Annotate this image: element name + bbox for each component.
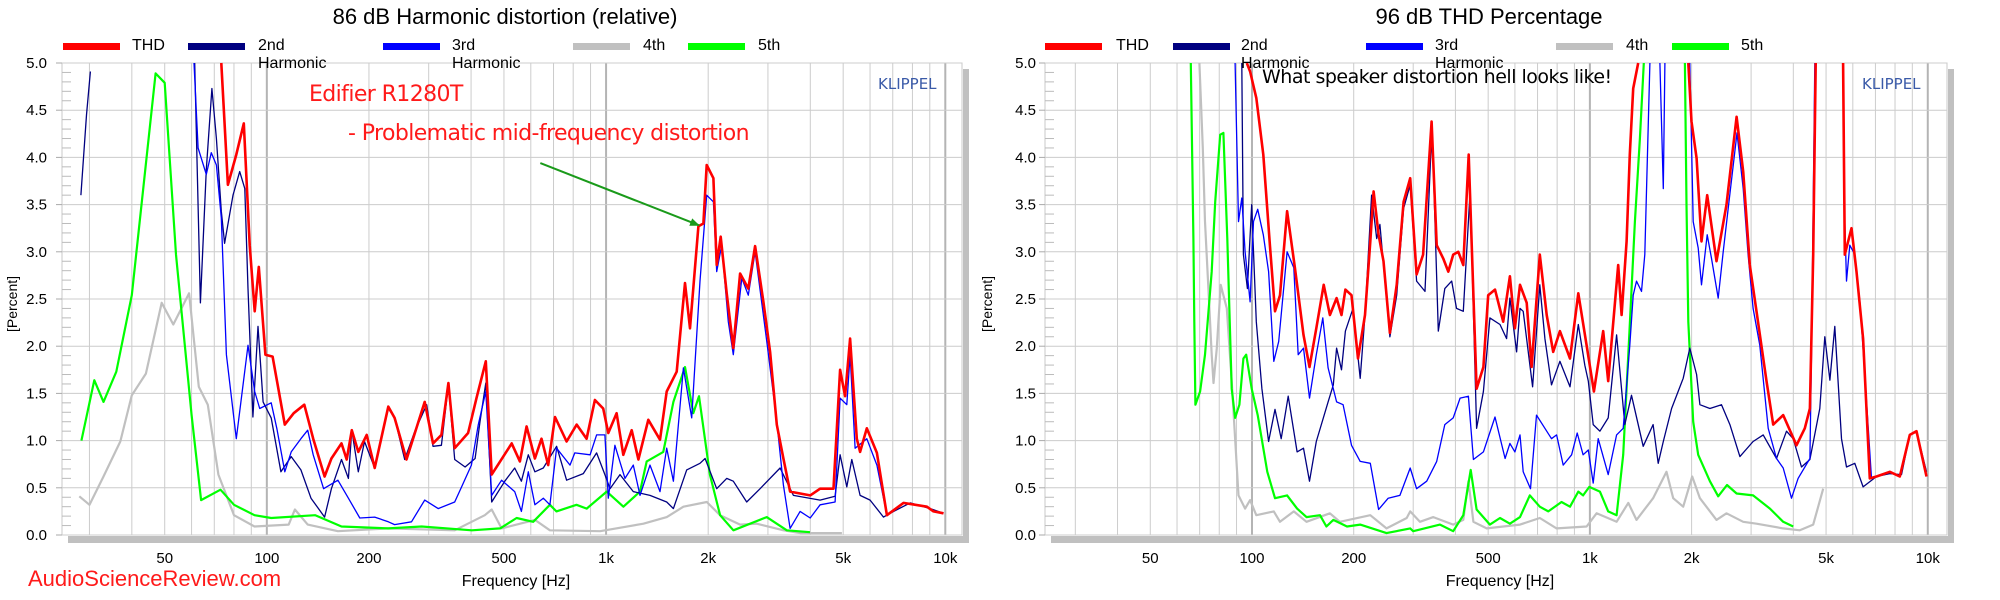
legend-label-4th: 4th [1626,37,1649,54]
y-tick-label: 3.0 [26,244,47,261]
x-tick-label: 50 [1142,550,1159,567]
x-tick-label: 5k [835,550,851,567]
legend-label-5th: 5th [758,37,781,54]
chart-title-left: 86 dB Harmonic distortion (relative) [332,4,678,29]
y-tick-label: 1.5 [1015,385,1036,402]
legend-swatch-4th [1556,43,1613,50]
series-line-5th [80,72,811,534]
legend-label-2nd: 2nd Harmonic [258,37,327,72]
x-tick-label: 100 [1239,550,1264,567]
y-axis-label-right: [Percent] [979,275,995,332]
legend-swatch-3rd [1366,43,1423,50]
x-tick-label: 100 [254,550,279,567]
plot-frame-shadow-bottom [1051,536,1953,543]
watermark: AudioScienceReview.com [28,566,282,591]
y-tick-label: 1.0 [1015,433,1036,450]
y-tick-label: 4.5 [26,102,47,119]
annotation-model: Edifier R1280T [309,82,463,107]
series-line-thd [1245,62,1928,480]
x-tick-label: 2k [700,550,716,567]
legend-swatch-3rd [383,43,440,50]
series-line-3rd-harmonic [1234,62,1928,511]
chart-1: 0.0 0.5 1.0 1.5 2.0 2.5 3.0 3.5 4.0 4.5 5.0 50 100 20… [1015,55,1954,567]
y-tick-label: 3.0 [1015,244,1036,261]
y-tick-label: 5.0 [1015,55,1036,72]
x-tick-label: 50 [156,550,173,567]
y-tick-label: 2.5 [26,291,47,308]
x-tick-label: 10k [933,550,958,567]
y-tick-label: 5.0 [26,55,47,72]
legend-label-3rd: 3rd Harmonic [452,37,521,72]
y-tick-label: 2.5 [1015,291,1036,308]
x-axis-label-right: Frequency [Hz] [1445,573,1555,590]
x-tick-label: 200 [356,550,381,567]
y-axis-label-left: [Percent] [4,275,20,332]
series-line-4th [78,292,842,535]
plot-frame-shadow-bottom [68,536,968,543]
chart-0: 0.0 0.5 1.0 1.5 2.0 2.5 3.0 3.5 4.0 4.5 5.0 50 100 20… [26,55,969,567]
legend-label-3rd: 3rd Harmonic [1435,37,1504,72]
y-tick-label: 0.5 [1015,480,1036,497]
plot-frame-shadow-right [963,69,969,543]
x-tick-label: 500 [491,550,516,567]
legend-swatch-2nd [1173,43,1230,50]
x-tick-label: 5k [1818,550,1834,567]
y-tick-label: 3.5 [26,197,47,214]
legend-label-thd: THD [1116,37,1149,54]
annotation-problem: - Problematic mid-frequency distortion [348,121,750,146]
klippel-logo-right: KLIPPEL [1862,75,1921,93]
legend-swatch-5th [1672,43,1729,50]
klippel-logo-left: KLIPPEL [878,75,937,93]
annotation-hell: What speaker distortion hell looks like! [1262,66,1612,88]
plot-frame-shadow-right [1948,69,1954,543]
y-tick-label: 0.5 [26,480,47,497]
y-tick-label: 0.0 [26,527,47,544]
annotation-arrow [539,162,700,227]
x-tick-label: 1k [1582,550,1598,567]
legend-label-thd: THD [132,37,165,54]
x-tick-label: 1k [598,550,614,567]
y-tick-label: 0.0 [1015,527,1036,544]
y-tick-label: 1.0 [26,433,47,450]
legend-swatch-4th [573,43,630,50]
legend-label-5th: 5th [1741,37,1764,54]
y-tick-label: 1.5 [26,385,47,402]
legend-swatch-thd [63,43,120,50]
y-tick-label: 3.5 [1015,197,1036,214]
x-tick-label: 200 [1341,550,1366,567]
legend-label-4th: 4th [643,37,666,54]
series-line-thd [220,62,944,517]
chart-title-right: 96 dB THD Percentage [1375,4,1603,29]
x-tick-label: 500 [1476,550,1501,567]
x-axis-label-left: Frequency [Hz] [461,573,571,590]
series-line-3rd-harmonic [193,62,944,530]
y-tick-label: 4.0 [26,149,47,166]
x-tick-label: 2k [1684,550,1700,567]
series-group [1189,62,1928,535]
series-group [78,62,944,535]
x-tick-label: 10k [1916,550,1941,567]
legend-swatch-thd [1045,43,1102,50]
series-line-5th [1189,62,1794,535]
y-tick-label: 2.0 [26,338,47,355]
y-tick-label: 2.0 [1015,338,1036,355]
legend-label-2nd: 2nd Harmonic [1241,37,1310,72]
y-tick-label: 4.0 [1015,149,1036,166]
legend-swatch-5th [688,43,745,50]
legend-swatch-2nd [188,43,245,50]
y-tick-label: 4.5 [1015,102,1036,119]
